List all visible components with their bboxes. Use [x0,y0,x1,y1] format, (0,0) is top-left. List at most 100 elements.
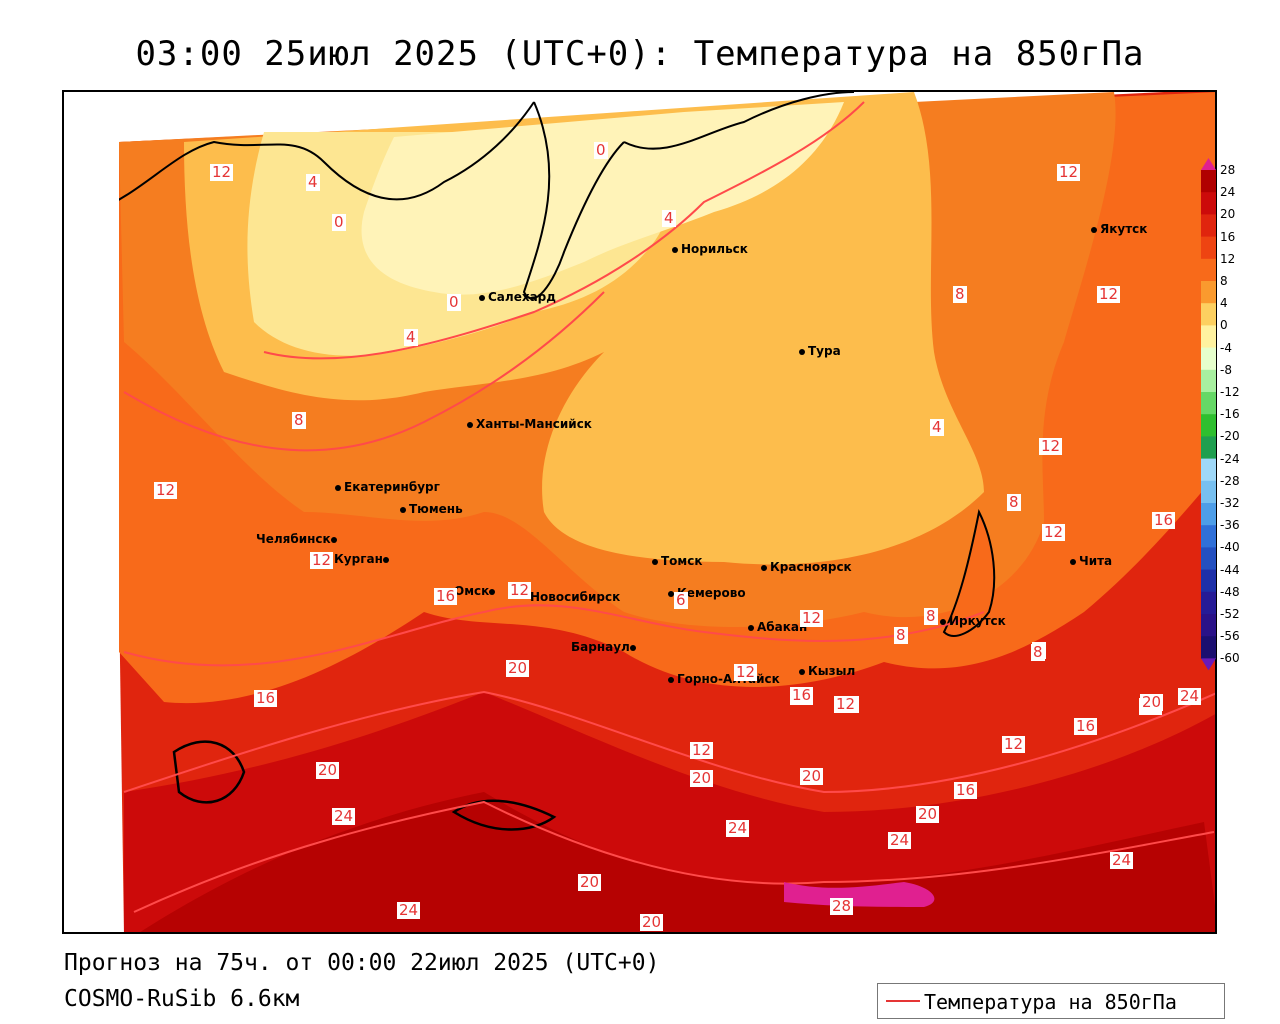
city-dot [467,421,473,428]
map-field [64,92,1215,932]
city-dot [761,564,767,571]
city-dot [489,588,496,595]
city-dot [799,668,805,675]
legend-line [886,1000,920,1002]
city-dot [668,590,674,597]
colorbar-tick-label: -40 [1220,540,1240,555]
colorbar-segment [1201,236,1216,260]
colorbar-segment [1201,414,1216,437]
colorbar-svg [1201,158,1216,671]
city-name: Кемерово [677,586,746,600]
city-name: Иркутск [949,614,1006,628]
lake-aral [172,740,246,804]
city-name: Барнаул [571,640,630,654]
isotherm-label: 16 [790,686,814,704]
city-name: Омск [454,584,490,598]
city-label: Екатеринбург [335,480,440,494]
colorbar-bottom-arrow [1201,658,1216,671]
isotherm-label: 12 [734,663,758,681]
city-name: Тура [808,344,841,358]
city-dot [748,624,754,631]
city-name: Ханты-Мансийск [476,417,592,431]
colorbar-segment [1201,303,1216,326]
city-dot [652,558,658,565]
city-label: Тура [799,344,841,358]
isotherm-label: 12 [1002,735,1026,753]
colorbar-segment [1201,258,1216,282]
isotherm-label: 4 [662,209,676,227]
field-0 [361,102,844,295]
colorbar-segment [1201,458,1216,482]
city-label: Чита [1070,554,1112,568]
colorbar-tick-label: -24 [1220,451,1240,466]
isotherm-line [123,291,605,452]
city-label: Кемерово [668,586,746,600]
city-label: Омск [454,584,498,598]
isotherm-label: 12 [210,163,234,181]
isotherm-label: 12 [800,609,824,627]
colorbar-segment [1201,614,1216,637]
colorbar-tick-label: -8 [1220,362,1232,377]
city-dot [1070,558,1076,565]
colorbar-tick-label: -36 [1220,518,1240,533]
colorbar-tick-label: -28 [1220,473,1240,488]
colorbar-tick-label: 8 [1220,274,1228,288]
city-name: Томск [661,554,703,568]
isotherm-label: 0 [332,213,346,231]
colorbar-segment [1201,214,1216,238]
isotherm-label: 12 [834,695,858,713]
city-label: Барнаул [571,640,639,654]
isotherm-label: 4 [306,173,320,191]
isotherm-label: 24 [397,901,421,919]
isotherm-label: 8 [1007,493,1021,511]
isotherm-label: 8 [1031,643,1045,661]
isotherm-label: 20 [578,873,602,891]
isotherm-label: 4 [930,418,944,436]
colorbar-segment [1201,503,1216,526]
outside-domain [64,92,119,932]
forecast-info: Прогноз на 75ч. от 00:00 22июл 2025 (UTC… [64,950,660,976]
colorbar-tick-label: 20 [1220,207,1236,222]
coastline-yamal [522,101,625,300]
colorbar-segment [1201,480,1216,504]
colorbar-segment [1201,547,1216,571]
isotherm-line [263,101,865,360]
city-name: Новосибирск [530,590,621,604]
colorbar-segment [1201,281,1216,304]
city-name: Екатеринбург [344,480,440,494]
city-name: Челябинск [256,532,331,546]
city-name: Якутск [1100,222,1148,236]
isotherm-label: 24 [332,807,356,825]
isotherm-label: 16 [954,781,978,799]
city-label: Кызыл [799,664,855,678]
hot-spot-28 [784,882,935,907]
colorbar-tick-label: 0 [1220,318,1228,333]
colorbar-tick-label: 28 [1220,163,1236,177]
isotherm-label: 24 [888,831,912,849]
legend: Температура на 850гПа [877,983,1225,1019]
isotherm-label: 20 [690,769,714,787]
city-label: Челябинск [256,532,340,546]
isotherm-label: 12 [1057,163,1081,181]
temperature-map: Норильск Якутск Салехард Тура Ханты-Манс… [62,90,1217,934]
city-dot [479,294,485,301]
colorbar-top-arrow [1201,158,1216,170]
isotherm-label: 12 [1097,285,1121,303]
isotherm-label: 20 [316,761,340,779]
isotherm-label: 16 [1152,511,1176,529]
coastline [93,101,535,213]
city-name: Курган [334,552,383,566]
colorbar-tick-label: -32 [1220,496,1240,510]
colorbar-tick-label: -44 [1220,562,1240,577]
isotherm-label: 0 [594,141,608,159]
isotherm-label: 16 [254,689,278,707]
isotherm-label: 20 [800,767,824,785]
chart-title: 03:00 25июл 2025 (UTC+0): Температура на… [135,34,1145,74]
city-name: Чита [1079,554,1113,568]
colorbar-tick-label: -60 [1220,651,1240,666]
isotherm-label: 12 [1042,523,1066,541]
city-label: Норильск [672,242,748,256]
isotherm-label: 16 [434,587,458,605]
legend-label: Температура на 850гПа [924,990,1177,1014]
isotherm-line [123,690,1215,794]
